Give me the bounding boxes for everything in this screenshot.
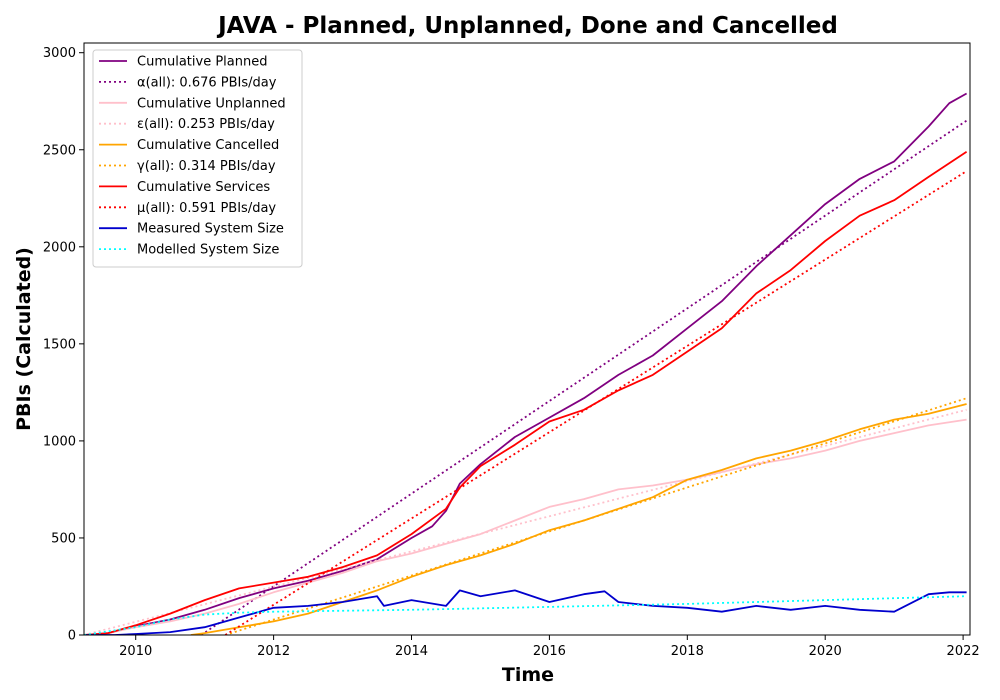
- series-line-1: [200, 119, 968, 635]
- y-tick-label: 3000: [43, 46, 76, 61]
- series-line-2: [84, 418, 967, 635]
- x-axis-label: Time: [502, 664, 554, 686]
- x-tick-label: 2022: [947, 644, 980, 659]
- legend-label: Cumulative Services: [137, 180, 270, 195]
- x-tick-label: 2014: [395, 644, 428, 659]
- y-tick-label: 1500: [43, 337, 76, 352]
- series-line-9: [84, 595, 967, 635]
- y-tick-label: 0: [68, 629, 76, 644]
- chart-title: JAVA - Planned, Unplanned, Done and Canc…: [216, 13, 838, 39]
- x-tick-label: 2012: [257, 644, 290, 659]
- legend-label: Cumulative Unplanned: [137, 96, 286, 111]
- legend-label: γ(all): 0.314 PBIs/day: [137, 159, 276, 174]
- series-line-6: [84, 150, 968, 635]
- y-tick-label: 2500: [43, 143, 76, 158]
- legend-label: Cumulative Planned: [137, 55, 267, 70]
- legend-label: μ(all): 0.591 PBIs/day: [137, 201, 276, 216]
- y-tick-label: 1000: [43, 434, 76, 449]
- x-tick-label: 2010: [119, 644, 152, 659]
- x-tick-label: 2018: [671, 644, 704, 659]
- legend-box: [92, 49, 303, 268]
- legend-label: α(all): 0.676 PBIs/day: [137, 75, 277, 90]
- series-line-3: [84, 408, 967, 635]
- series-line-7: [224, 170, 968, 635]
- y-axis-ticks: 0 500 1000 1500 2000 2500 3000: [43, 46, 84, 644]
- y-axis-label: PBIs (Calculated): [13, 247, 35, 431]
- y-tick-label: 2000: [43, 240, 76, 255]
- x-tick-label: 2020: [809, 644, 842, 659]
- series-line-0: [84, 92, 968, 635]
- legend-label: ε(all): 0.253 PBIs/day: [137, 117, 275, 132]
- legend-label: Modelled System Size: [137, 243, 279, 258]
- series-line-8: [84, 589, 967, 635]
- legend-label: Cumulative Cancelled: [137, 138, 279, 153]
- x-tick-label: 2016: [533, 644, 566, 659]
- plot-area: [84, 92, 968, 635]
- x-axis-ticks: 2010 2012 2014 2016 2018 2020 2022: [119, 635, 980, 659]
- y-tick-label: 500: [51, 531, 76, 546]
- legend-label: Measured System Size: [137, 222, 284, 237]
- legend: Cumulative Planned α(all): 0.676 PBIs/day…: [92, 49, 303, 268]
- plot-frame: [83, 42, 971, 636]
- series-line-4: [190, 403, 967, 635]
